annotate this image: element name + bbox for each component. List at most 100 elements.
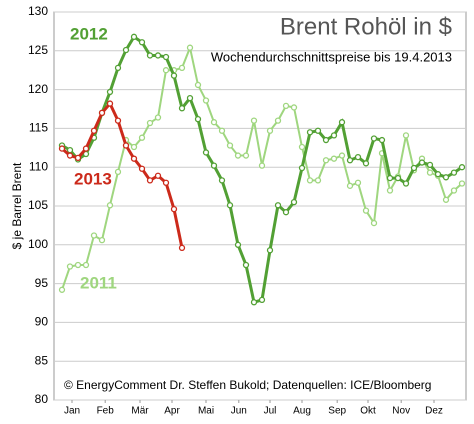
series-line [61, 100, 184, 249]
x-tick-label: Jun [231, 406, 247, 417]
point [74, 261, 82, 269]
point [434, 171, 442, 178]
x-tick-label: Feb [97, 406, 115, 417]
point [138, 134, 146, 141]
point [178, 64, 186, 72]
point [410, 164, 418, 172]
y-tick-label: 80 [35, 392, 49, 406]
x-tick-label: Mär [131, 406, 149, 417]
point [122, 46, 130, 54]
x-tick-label: Aug [293, 406, 311, 417]
point [106, 88, 114, 96]
point [290, 104, 298, 111]
point [250, 117, 258, 124]
point [154, 114, 162, 121]
point [146, 52, 154, 59]
point [346, 157, 354, 164]
point [370, 219, 378, 227]
point [98, 236, 106, 244]
point [386, 174, 394, 182]
point [402, 180, 410, 187]
point [274, 202, 282, 209]
y-axis-label: $ je Barrel Brent [10, 162, 24, 249]
point [242, 261, 250, 269]
point [442, 174, 450, 181]
y-tick-label: 115 [29, 121, 48, 135]
point [194, 115, 202, 123]
point [58, 286, 66, 293]
point [458, 180, 466, 187]
point [426, 161, 434, 169]
y-tick-label: 130 [28, 4, 48, 18]
point [162, 179, 170, 186]
x-tick-label: Jul [264, 406, 277, 417]
point [394, 174, 402, 182]
point [458, 164, 466, 171]
point [354, 179, 362, 186]
series-label: 2013 [74, 169, 112, 188]
point [282, 209, 290, 216]
point [122, 142, 130, 149]
x-tick-label: Apr [164, 406, 180, 417]
point [330, 155, 338, 162]
point [194, 81, 202, 89]
point [250, 299, 258, 306]
point [226, 202, 234, 209]
point [290, 198, 298, 206]
point [258, 296, 266, 304]
point [106, 100, 114, 107]
point [130, 143, 138, 151]
point [242, 152, 250, 159]
point [154, 52, 162, 59]
point [114, 64, 122, 72]
point [114, 117, 122, 124]
point [258, 162, 266, 169]
point [202, 97, 210, 104]
point [162, 53, 170, 61]
point [90, 127, 98, 134]
point [282, 102, 290, 110]
point [66, 152, 74, 159]
y-tick-label: 100 [28, 237, 48, 251]
y-tick-label: 90 [35, 315, 49, 329]
point [330, 132, 338, 139]
point [66, 146, 74, 154]
point [74, 154, 82, 162]
chart-title: Brent Rohöl in $ [280, 13, 452, 40]
point [98, 109, 106, 117]
point [338, 119, 346, 126]
y-tick-label: 105 [28, 198, 48, 212]
point [386, 187, 394, 194]
point [370, 135, 378, 142]
point [234, 152, 242, 159]
point [314, 127, 322, 134]
point [322, 157, 330, 164]
y-tick-label: 85 [35, 353, 49, 367]
point [298, 164, 306, 172]
point [58, 145, 66, 152]
x-tick-label: Sep [328, 406, 346, 417]
point [226, 142, 234, 149]
point [146, 177, 154, 184]
point [82, 145, 90, 152]
point [306, 177, 314, 184]
chart-subtitle: Wochendurchschnittspreise bis 19.4.2013 [211, 49, 452, 64]
point [274, 117, 282, 124]
point [202, 149, 210, 156]
point [66, 263, 74, 270]
point [450, 187, 458, 194]
y-tick-label: 95 [35, 276, 49, 290]
point [362, 207, 370, 214]
point [314, 177, 322, 184]
x-tick-label: Mai [198, 406, 214, 417]
point [218, 127, 226, 134]
y-tick-label: 110 [29, 159, 48, 173]
point [418, 159, 426, 166]
point [138, 165, 146, 172]
x-tick-label: Okt [360, 406, 376, 417]
point [146, 119, 154, 127]
point [338, 152, 346, 159]
point [210, 162, 218, 169]
point [130, 155, 138, 162]
